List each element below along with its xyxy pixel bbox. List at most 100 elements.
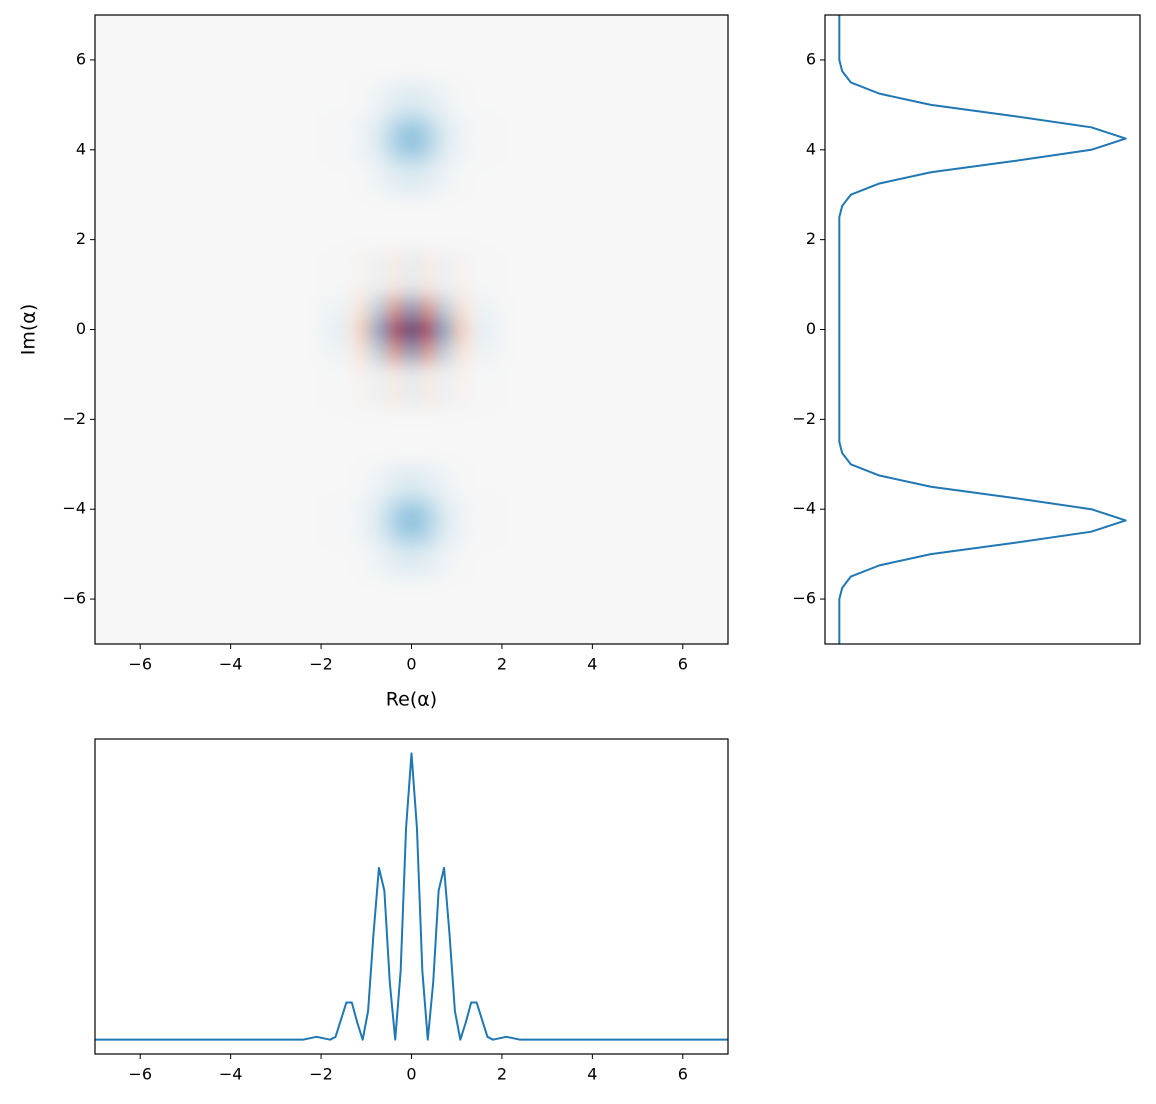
heatmap-cell (403, 113, 421, 132)
heatmap-cell (452, 295, 469, 319)
heatmap-cell (370, 250, 388, 297)
heatmap-cell (419, 340, 437, 364)
heatmap-cell (322, 576, 356, 644)
heatmap-cell (468, 82, 502, 115)
heatmap-cell (419, 15, 437, 83)
heatmap-cell (387, 528, 404, 546)
heatmap-cell (241, 15, 323, 83)
heatmap-cell (452, 113, 469, 132)
heatmap-cell (403, 250, 421, 297)
heatmap-cell (468, 495, 502, 514)
heatmap-cell (419, 408, 437, 465)
heatmap-cell (581, 464, 728, 497)
heatmap-cell (370, 146, 388, 164)
heatmap-cell (435, 528, 453, 546)
heatmap-cell (500, 545, 582, 578)
y-tick-label: 0 (806, 319, 816, 338)
y-tick-label: −2 (792, 409, 816, 428)
heatmap-cell (387, 408, 404, 465)
line (838, 15, 1127, 644)
line (95, 752, 728, 1041)
x-tick-label: −4 (219, 655, 243, 674)
heatmap-cell (419, 130, 437, 147)
heatmap-cell (419, 194, 437, 252)
heatmap-cell (468, 408, 502, 465)
heatmap-cell (95, 163, 243, 196)
heatmap-cell (403, 194, 421, 252)
heatmap-cell (468, 340, 502, 364)
heatmap-cell (95, 295, 243, 319)
heatmap-cell (370, 464, 388, 497)
heatmap-cell (322, 528, 356, 546)
heatmap-cell (419, 363, 437, 409)
heatmap-cell (419, 528, 437, 546)
heatmap-cell (370, 194, 388, 252)
heatmap-cell (241, 495, 323, 514)
heatmap-cell (95, 340, 243, 364)
heatmap-cell (322, 250, 356, 297)
heatmap-cell (435, 250, 453, 297)
heatmap-cell (322, 363, 356, 409)
heatmap-cell (241, 130, 323, 147)
heatmap-cell (370, 408, 388, 465)
heatmap-cell (370, 340, 388, 364)
heatmap-cell (354, 512, 372, 529)
heatmap-cell (500, 113, 582, 132)
heatmap-cell (452, 163, 469, 196)
heatmap-cell (419, 512, 437, 529)
x-tick-label: −6 (128, 655, 152, 674)
x-tick-label: −2 (309, 1065, 333, 1084)
heatmap-cell (403, 130, 421, 147)
heatmap-cell (435, 318, 453, 342)
heatmap-cell (500, 15, 582, 83)
heatmap-cell (322, 340, 356, 364)
heatmap-cell (95, 408, 243, 465)
heatmap-cell (435, 15, 453, 83)
heatmap-cell (419, 545, 437, 578)
heatmap-cell (581, 130, 728, 147)
heatmap-cell (581, 495, 728, 514)
x-tick-label: 2 (497, 1065, 507, 1084)
heatmap-cell (581, 82, 728, 115)
heatmap-cell (581, 512, 728, 529)
x-tick-label: −4 (219, 1065, 243, 1084)
heatmap-cell (241, 363, 323, 409)
heatmap-cell (500, 512, 582, 529)
heatmap-cell (419, 113, 437, 132)
heatmap-cell (322, 82, 356, 115)
heatmap-cell (370, 363, 388, 409)
heatmap-cell (370, 512, 388, 529)
heatmap-cell (581, 528, 728, 546)
heatmap-cell (403, 408, 421, 465)
heatmap-cell (95, 318, 243, 342)
y-tick-label: −6 (792, 589, 816, 608)
heatmap-cell (435, 512, 453, 529)
heatmap-cell (241, 512, 323, 529)
heatmap-cell (403, 163, 421, 196)
heatmap-cell (241, 340, 323, 364)
heatmap-cell (419, 163, 437, 196)
heatmap-cell (387, 545, 404, 578)
y-tick-label: 4 (806, 139, 816, 158)
heatmap-cell (581, 113, 728, 132)
heatmap-cell (95, 194, 243, 252)
heatmap-cell (370, 15, 388, 83)
heatmap-cell (403, 318, 421, 342)
heatmap-cell (581, 318, 728, 342)
heatmap-cell (419, 146, 437, 164)
heatmap-cell (322, 146, 356, 164)
heatmap-cell (468, 295, 502, 319)
heatmap-cell (322, 464, 356, 497)
heatmap-cell (468, 15, 502, 83)
heatmap-cell (241, 318, 323, 342)
heatmap-cell (468, 512, 502, 529)
heatmap-cell (322, 318, 356, 342)
y-tick-label: −2 (62, 409, 86, 428)
heatmap-cell (500, 82, 582, 115)
y-tick-label: 2 (806, 229, 816, 248)
heatmap-cell (581, 194, 728, 252)
heatmap-cell (370, 528, 388, 546)
heatmap-cell (581, 363, 728, 409)
heatmap-cell (370, 495, 388, 514)
